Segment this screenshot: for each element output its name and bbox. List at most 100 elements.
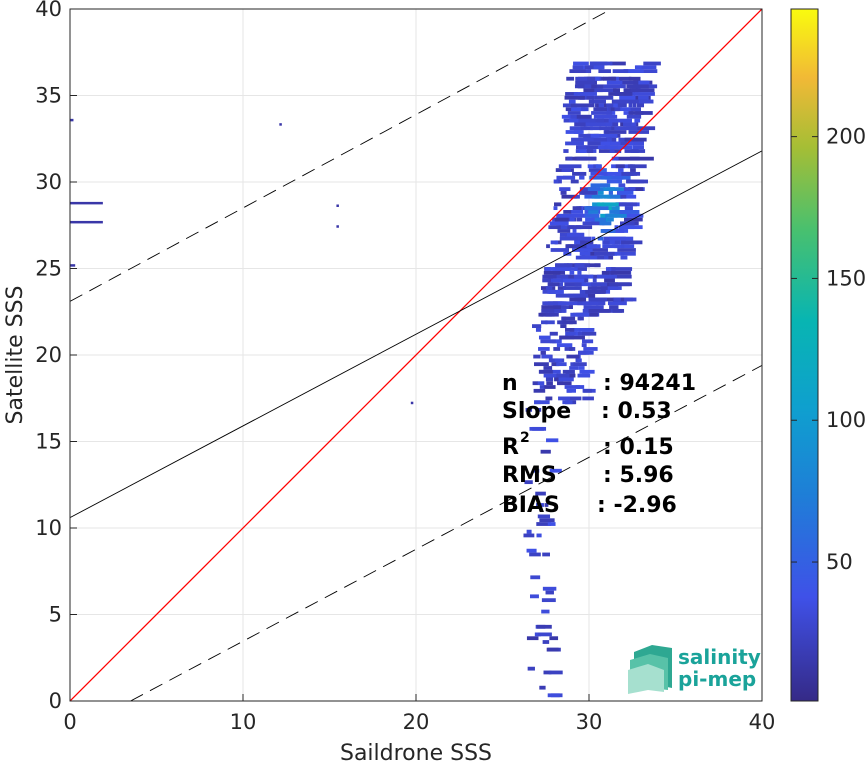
density-cell	[558, 301, 583, 306]
density-cell	[595, 84, 604, 89]
density-cell	[594, 194, 612, 199]
x-tick-label: 40	[749, 710, 776, 734]
density-cell	[562, 320, 577, 325]
density-cell	[599, 107, 616, 112]
density-cell	[609, 305, 619, 309]
density-cell	[586, 133, 600, 138]
density-cell	[553, 179, 559, 184]
density-cell	[568, 293, 589, 298]
density-cell	[566, 354, 580, 359]
density-cell	[612, 240, 620, 245]
density-cell	[602, 76, 617, 81]
density-cell	[616, 210, 640, 214]
density-cell	[595, 76, 600, 81]
density-cell	[70, 118, 74, 122]
stat-slope-value: : 0.53	[601, 399, 672, 424]
density-cell	[571, 210, 584, 214]
density-cell	[622, 171, 629, 176]
density-cell	[539, 518, 555, 523]
density-cell	[603, 145, 608, 150]
density-cell	[579, 149, 587, 153]
density-cell	[588, 210, 599, 214]
density-cell	[530, 575, 541, 580]
density-cell	[614, 92, 633, 96]
density-cell	[606, 206, 620, 211]
density-cell	[613, 107, 632, 112]
density-cell	[533, 354, 541, 359]
density-cell	[556, 175, 576, 180]
density-cell	[606, 213, 627, 218]
density-cell	[596, 118, 615, 123]
density-cell	[577, 301, 587, 306]
density-cell	[638, 99, 654, 104]
density-cell	[581, 251, 600, 256]
density-cell	[574, 122, 586, 127]
density-cell	[634, 114, 640, 119]
density-cell	[617, 190, 634, 195]
density-cell	[532, 381, 538, 386]
density-cell	[545, 590, 554, 595]
density-cell	[629, 156, 654, 161]
density-cell	[578, 366, 585, 370]
y-tick-label: 15	[35, 430, 62, 454]
density-cell	[533, 468, 540, 473]
density-cell	[607, 103, 620, 108]
density-cell	[593, 217, 606, 222]
density-cell	[587, 187, 600, 191]
density-cell	[588, 274, 594, 279]
density-cell	[560, 324, 567, 329]
density-cell	[605, 270, 613, 275]
density-cell	[564, 95, 585, 100]
density-cell	[627, 141, 634, 146]
density-cell	[534, 400, 550, 405]
density-cell	[536, 624, 552, 629]
density-cell	[558, 396, 571, 401]
density-cell	[617, 103, 627, 108]
density-cell	[566, 76, 575, 81]
density-cell	[632, 126, 656, 131]
density-cell	[542, 278, 551, 283]
regression-line	[70, 150, 762, 519]
density-cell	[568, 305, 573, 309]
density-cell	[536, 503, 544, 507]
density-cell	[576, 217, 583, 222]
fit-lines	[70, 9, 762, 701]
density-cell	[527, 666, 535, 671]
x-axis-title: Saildrone SSS	[340, 741, 492, 764]
density-cell	[593, 65, 605, 70]
stat-bias-label: BIAS	[502, 493, 560, 518]
density-cell	[592, 99, 606, 104]
density-cell	[619, 95, 636, 100]
density-cell	[539, 685, 546, 690]
density-cell	[624, 149, 646, 153]
density-cell	[572, 65, 595, 70]
density-cell	[542, 552, 550, 557]
density-cell	[561, 114, 575, 119]
density-cell	[599, 126, 612, 131]
density-cell	[572, 171, 587, 176]
density-cell	[581, 107, 588, 112]
density-cell	[574, 84, 585, 89]
density-cell	[597, 202, 605, 207]
density-cell	[618, 168, 624, 172]
density-cell	[572, 206, 582, 211]
density-cell	[640, 69, 658, 74]
density-cell	[602, 202, 619, 207]
density-cell	[554, 240, 562, 245]
density-cell	[608, 118, 632, 123]
density-cell	[587, 149, 594, 153]
density-cell	[618, 145, 633, 150]
density-cell	[525, 407, 533, 412]
density-cell	[549, 468, 562, 473]
density-cell	[565, 156, 588, 161]
density-cell	[613, 229, 625, 233]
density-cell	[619, 221, 635, 226]
density-cell	[628, 111, 653, 115]
density-cell	[593, 133, 618, 138]
density-cell	[541, 305, 561, 309]
density-cell	[554, 267, 578, 271]
density-cell	[542, 640, 550, 644]
density-cell	[582, 308, 595, 313]
density-cell	[573, 362, 587, 367]
density-cell	[586, 244, 597, 249]
